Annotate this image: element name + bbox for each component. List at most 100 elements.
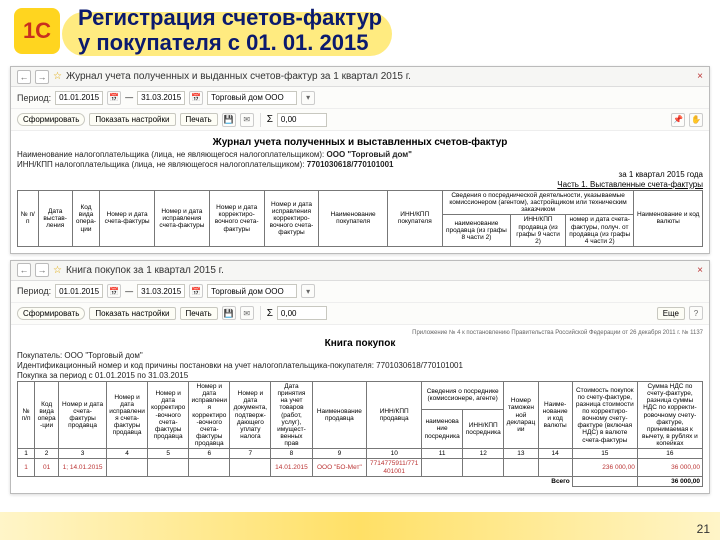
cell-sf: 1; 14.01.2015 [59, 459, 107, 476]
inn-value: 7701030618/770101001 [307, 160, 394, 169]
favorite-icon[interactable]: ☆ [53, 265, 62, 276]
th: № п/п [18, 191, 39, 247]
org-value: ООО "Торговый дом" [327, 150, 412, 159]
total-row: Всего 36 000,00 [18, 476, 703, 486]
th: Сведения о посреднике (комиссионере, аге… [422, 381, 504, 409]
period-label: Период: [17, 93, 51, 103]
date-from-input[interactable]: 01.01.2015 [55, 284, 103, 298]
calendar-icon[interactable]: 📅 [189, 284, 203, 298]
form-button[interactable]: Сформировать [17, 307, 85, 320]
th: ИНН/КПП покупателя [387, 191, 442, 247]
cell-vat: 36 000,00 [637, 459, 702, 476]
journal-table: № п/п Дата выстав-ления Код вида опера-ц… [17, 190, 703, 247]
total-label: Всего [551, 478, 570, 485]
org-input[interactable]: Торговый дом ООО [207, 91, 297, 105]
th: ИНН/КПП посредника [463, 409, 504, 448]
tabbar-journal: ← → ☆ Журнал учета полученных и выданных… [11, 67, 709, 87]
th: Наиме-нование и код валюты [538, 381, 572, 448]
cell-op: 01 [35, 459, 59, 476]
help-icon[interactable]: ? [689, 306, 703, 320]
window-journal: ← → ☆ Журнал учета полученных и выданных… [10, 66, 710, 254]
org-input[interactable]: Торговый дом ООО [207, 284, 297, 298]
inn-label: ИНН/КПП налогоплательщика (лица, не явля… [17, 160, 305, 169]
th: наименование продавца (из графы 8 части … [442, 215, 511, 247]
slide-title-l2: у покупателя с 01. 01. 2015 [78, 31, 712, 56]
period-label: Период: [17, 286, 51, 296]
sigma-value: 0,00 [277, 113, 327, 127]
th: ИНН/КПП продавца [367, 381, 422, 448]
logo-1c: 1С [8, 7, 66, 55]
print-button[interactable]: Печать [180, 113, 218, 126]
sigma-icon: Σ [267, 114, 273, 125]
th: № п/п [18, 381, 35, 448]
date-to-input[interactable]: 31.03.2015 [137, 284, 185, 298]
th: Номер и дата исправления счета-фактуры п… [107, 381, 148, 448]
th: Номер и дата исправления счета-фактуры [154, 191, 209, 247]
mail-icon[interactable]: ✉ [240, 306, 254, 320]
toolbar-journal: Период: 01.01.2015 📅 — 31.03.2015 📅 Торг… [11, 87, 709, 109]
toolbar2-journal: Сформировать Показать настройки Печать 💾… [11, 109, 709, 131]
close-icon[interactable]: × [697, 265, 703, 276]
th: Дата принятия на учет товаров (работ, ус… [271, 381, 312, 448]
th: Наименование покупателя [319, 191, 388, 247]
print-button[interactable]: Печать [180, 307, 218, 320]
nav-fwd-icon[interactable]: → [35, 70, 49, 84]
pin-icon[interactable]: 📌 [671, 113, 685, 127]
th: Номер и дата исправления корректиро-вочн… [189, 381, 230, 448]
th: Номер таможенной декларации [504, 381, 538, 448]
th: Код вида опера-ции [72, 191, 99, 247]
form-button[interactable]: Сформировать [17, 113, 85, 126]
date-to-input[interactable]: 31.03.2015 [137, 91, 185, 105]
mail-icon[interactable]: ✉ [240, 113, 254, 127]
th: ИНН/КПП продавца (из графы 9 части 2) [511, 215, 566, 247]
show-settings-button[interactable]: Показать настройки [89, 307, 175, 320]
th: Номер и дата счета-фактуры [100, 191, 155, 247]
show-settings-button[interactable]: Показать настройки [89, 113, 175, 126]
period-line: за 1 квартал 2015 года [17, 170, 703, 179]
slide-title-l1: Регистрация счетов-фактур [78, 6, 712, 31]
sigma-icon: Σ [267, 308, 273, 319]
org-label: Наименование налогоплательщика (лица, не… [17, 150, 324, 159]
book-table: № п/п Код вида опера-ции Номер и дата сч… [17, 381, 703, 487]
th: Код вида опера-ции [35, 381, 59, 448]
th: Номер и дата исправления корректиро-вочн… [264, 191, 319, 247]
save-icon[interactable]: 💾 [222, 306, 236, 320]
data-row[interactable]: 1 01 1; 14.01.2015 14.01.2015 ООО "БО-Ме… [18, 459, 703, 476]
org-line: Покупатель: ООО "Торговый дом" [17, 351, 703, 360]
slide-title-wrap: Регистрация счетов-фактур у покупателя с… [66, 6, 712, 55]
logo-shape: 1С [14, 8, 60, 54]
tab-title-journal: Журнал учета полученных и выданных счето… [66, 71, 411, 82]
window-purchase-book: ← → ☆ Книга покупок за 1 квартал 2015 г.… [10, 260, 710, 494]
calendar-icon[interactable]: 📅 [107, 284, 121, 298]
th: Наименование и код валюты [634, 191, 703, 247]
save-icon[interactable]: 💾 [222, 113, 236, 127]
calendar-icon[interactable]: 📅 [107, 91, 121, 105]
dropdown-icon[interactable]: ▾ [301, 284, 315, 298]
more-button[interactable]: Еще [657, 307, 685, 320]
inn-line: Идентификационный номер и код причины по… [17, 361, 703, 370]
cell-inn: 7714775911/771401001 [367, 459, 422, 476]
cell-date: 14.01.2015 [271, 459, 312, 476]
slide-header: 1С Регистрация счетов-фактур у покупател… [0, 0, 720, 62]
dropdown-icon[interactable]: ▾ [301, 91, 315, 105]
favorite-icon[interactable]: ☆ [53, 71, 62, 82]
footer-band [0, 512, 720, 540]
nav-back-icon[interactable]: ← [17, 70, 31, 84]
toolbar2-book: Сформировать Показать настройки Печать 💾… [11, 303, 709, 325]
th: Номер и дата корректиро-вочного счета-фа… [209, 191, 264, 247]
period-line: Покупка за период с 01.01.2015 по 31.03.… [17, 371, 703, 380]
nav-back-icon[interactable]: ← [17, 263, 31, 277]
decree-line: Приложение № 4 к постановлению Правитель… [17, 330, 703, 336]
date-from-input[interactable]: 01.01.2015 [55, 91, 103, 105]
close-icon[interactable]: × [697, 71, 703, 82]
nav-fwd-icon[interactable]: → [35, 263, 49, 277]
report-title: Книга покупок [17, 338, 703, 349]
report-body-book: Приложение № 4 к постановлению Правитель… [11, 325, 709, 493]
number-row: 1234 5678 9101112 13141516 [18, 449, 703, 459]
sigma-value: 0,00 [277, 306, 327, 320]
hand-icon[interactable]: ✋ [689, 113, 703, 127]
th: Номер и дата счета-фактуры продавца [59, 381, 107, 448]
th: Номер и дата документа, подтверж-дающего… [230, 381, 271, 448]
tab-title-book: Книга покупок за 1 квартал 2015 г. [66, 265, 224, 276]
calendar-icon[interactable]: 📅 [189, 91, 203, 105]
